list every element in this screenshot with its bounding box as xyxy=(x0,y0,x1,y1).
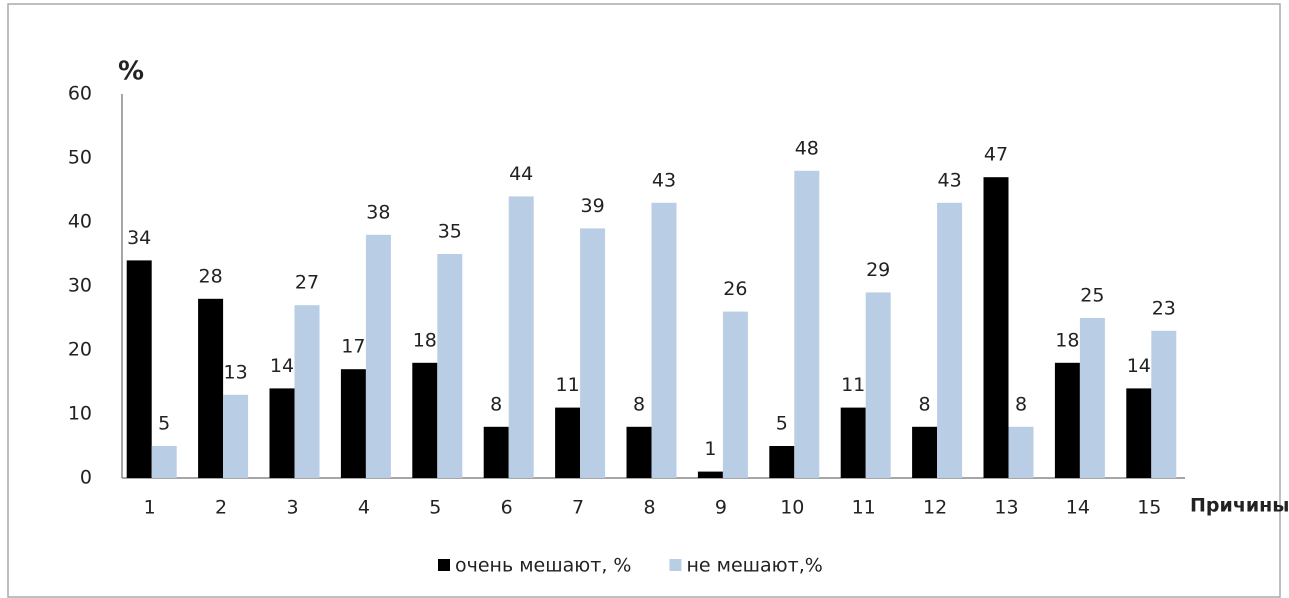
bar xyxy=(865,292,891,478)
bar xyxy=(294,305,320,478)
data-label: 39 xyxy=(581,195,605,217)
bar xyxy=(269,388,295,478)
y-tick-label: 50 xyxy=(68,147,92,169)
bar xyxy=(937,202,963,479)
data-label: 5 xyxy=(776,413,788,435)
data-label: 43 xyxy=(938,169,962,191)
x-tick-label: 3 xyxy=(286,497,298,519)
data-label: 23 xyxy=(1152,297,1176,319)
bar xyxy=(912,426,938,478)
y-tick-label: 30 xyxy=(68,275,92,297)
bar xyxy=(340,369,366,478)
x-tick-label: 8 xyxy=(643,497,655,519)
y-tick-label: 40 xyxy=(68,211,92,233)
bar xyxy=(1054,362,1080,478)
bar xyxy=(722,311,748,478)
y-tick-label: 10 xyxy=(68,403,92,425)
bar xyxy=(508,196,534,478)
data-label: 25 xyxy=(1080,285,1104,307)
x-tick-label: 5 xyxy=(429,497,441,519)
x-tick-label: 14 xyxy=(1066,497,1090,519)
data-label: 8 xyxy=(919,393,931,415)
data-label: 26 xyxy=(723,278,747,300)
bar xyxy=(1079,318,1105,478)
data-label: 28 xyxy=(199,265,223,287)
data-label: 48 xyxy=(795,137,819,159)
bar xyxy=(198,298,224,478)
legend-swatch xyxy=(669,559,682,571)
x-tick-label: 9 xyxy=(715,497,727,519)
bar xyxy=(697,471,723,478)
bar xyxy=(437,254,463,478)
x-tick-label: 11 xyxy=(852,497,876,519)
data-label: 13 xyxy=(224,361,248,383)
data-label: 18 xyxy=(413,329,437,351)
data-label: 8 xyxy=(1015,393,1027,415)
y-axis-label: % xyxy=(118,57,144,87)
data-label: 8 xyxy=(633,393,645,415)
bar xyxy=(223,394,249,478)
data-label: 34 xyxy=(127,227,151,249)
bar xyxy=(769,446,795,478)
data-label: 44 xyxy=(509,163,533,185)
legend-swatch xyxy=(438,559,450,571)
legend-label: не мешают,% xyxy=(686,555,822,577)
x-axis-label: Причины xyxy=(1190,495,1289,517)
data-label: 14 xyxy=(270,355,294,377)
bar xyxy=(126,260,152,478)
data-label: 11 xyxy=(556,374,580,396)
x-tick-label: 13 xyxy=(994,497,1018,519)
x-tick-label: 12 xyxy=(923,497,947,519)
bar xyxy=(1126,388,1152,478)
data-label: 29 xyxy=(866,259,890,281)
data-label: 11 xyxy=(841,374,865,396)
bar xyxy=(794,170,820,479)
x-tick-label: 6 xyxy=(501,497,513,519)
data-label: 43 xyxy=(652,169,676,191)
data-label: 5 xyxy=(158,413,170,435)
bar xyxy=(555,407,581,478)
data-label: 18 xyxy=(1055,329,1079,351)
data-label: 35 xyxy=(438,221,462,243)
bar xyxy=(580,228,606,478)
bar xyxy=(626,426,652,478)
y-tick-label: 0 xyxy=(80,467,92,489)
x-tick-label: 10 xyxy=(780,497,804,519)
bar xyxy=(840,407,866,478)
data-label: 38 xyxy=(366,201,390,223)
bar xyxy=(983,177,1009,478)
x-tick-label: 4 xyxy=(358,497,370,519)
bar xyxy=(651,202,677,479)
data-label: 1 xyxy=(704,438,716,460)
data-label: 8 xyxy=(490,393,502,415)
bar xyxy=(365,234,391,478)
bar xyxy=(412,362,438,478)
y-tick-label: 20 xyxy=(68,339,92,361)
bar xyxy=(151,446,177,478)
bar xyxy=(1151,330,1177,478)
bar xyxy=(483,426,509,478)
data-label: 14 xyxy=(1127,355,1151,377)
y-tick-label: 60 xyxy=(68,83,92,105)
x-tick-label: 2 xyxy=(215,497,227,519)
bar xyxy=(1008,426,1034,478)
x-tick-label: 7 xyxy=(572,497,584,519)
data-label: 17 xyxy=(341,336,365,358)
data-label: 47 xyxy=(984,144,1008,166)
x-tick-label: 1 xyxy=(144,497,156,519)
data-label: 27 xyxy=(295,272,319,294)
legend-label: очень мешают, % xyxy=(455,555,631,577)
x-tick-label: 15 xyxy=(1137,497,1161,519)
